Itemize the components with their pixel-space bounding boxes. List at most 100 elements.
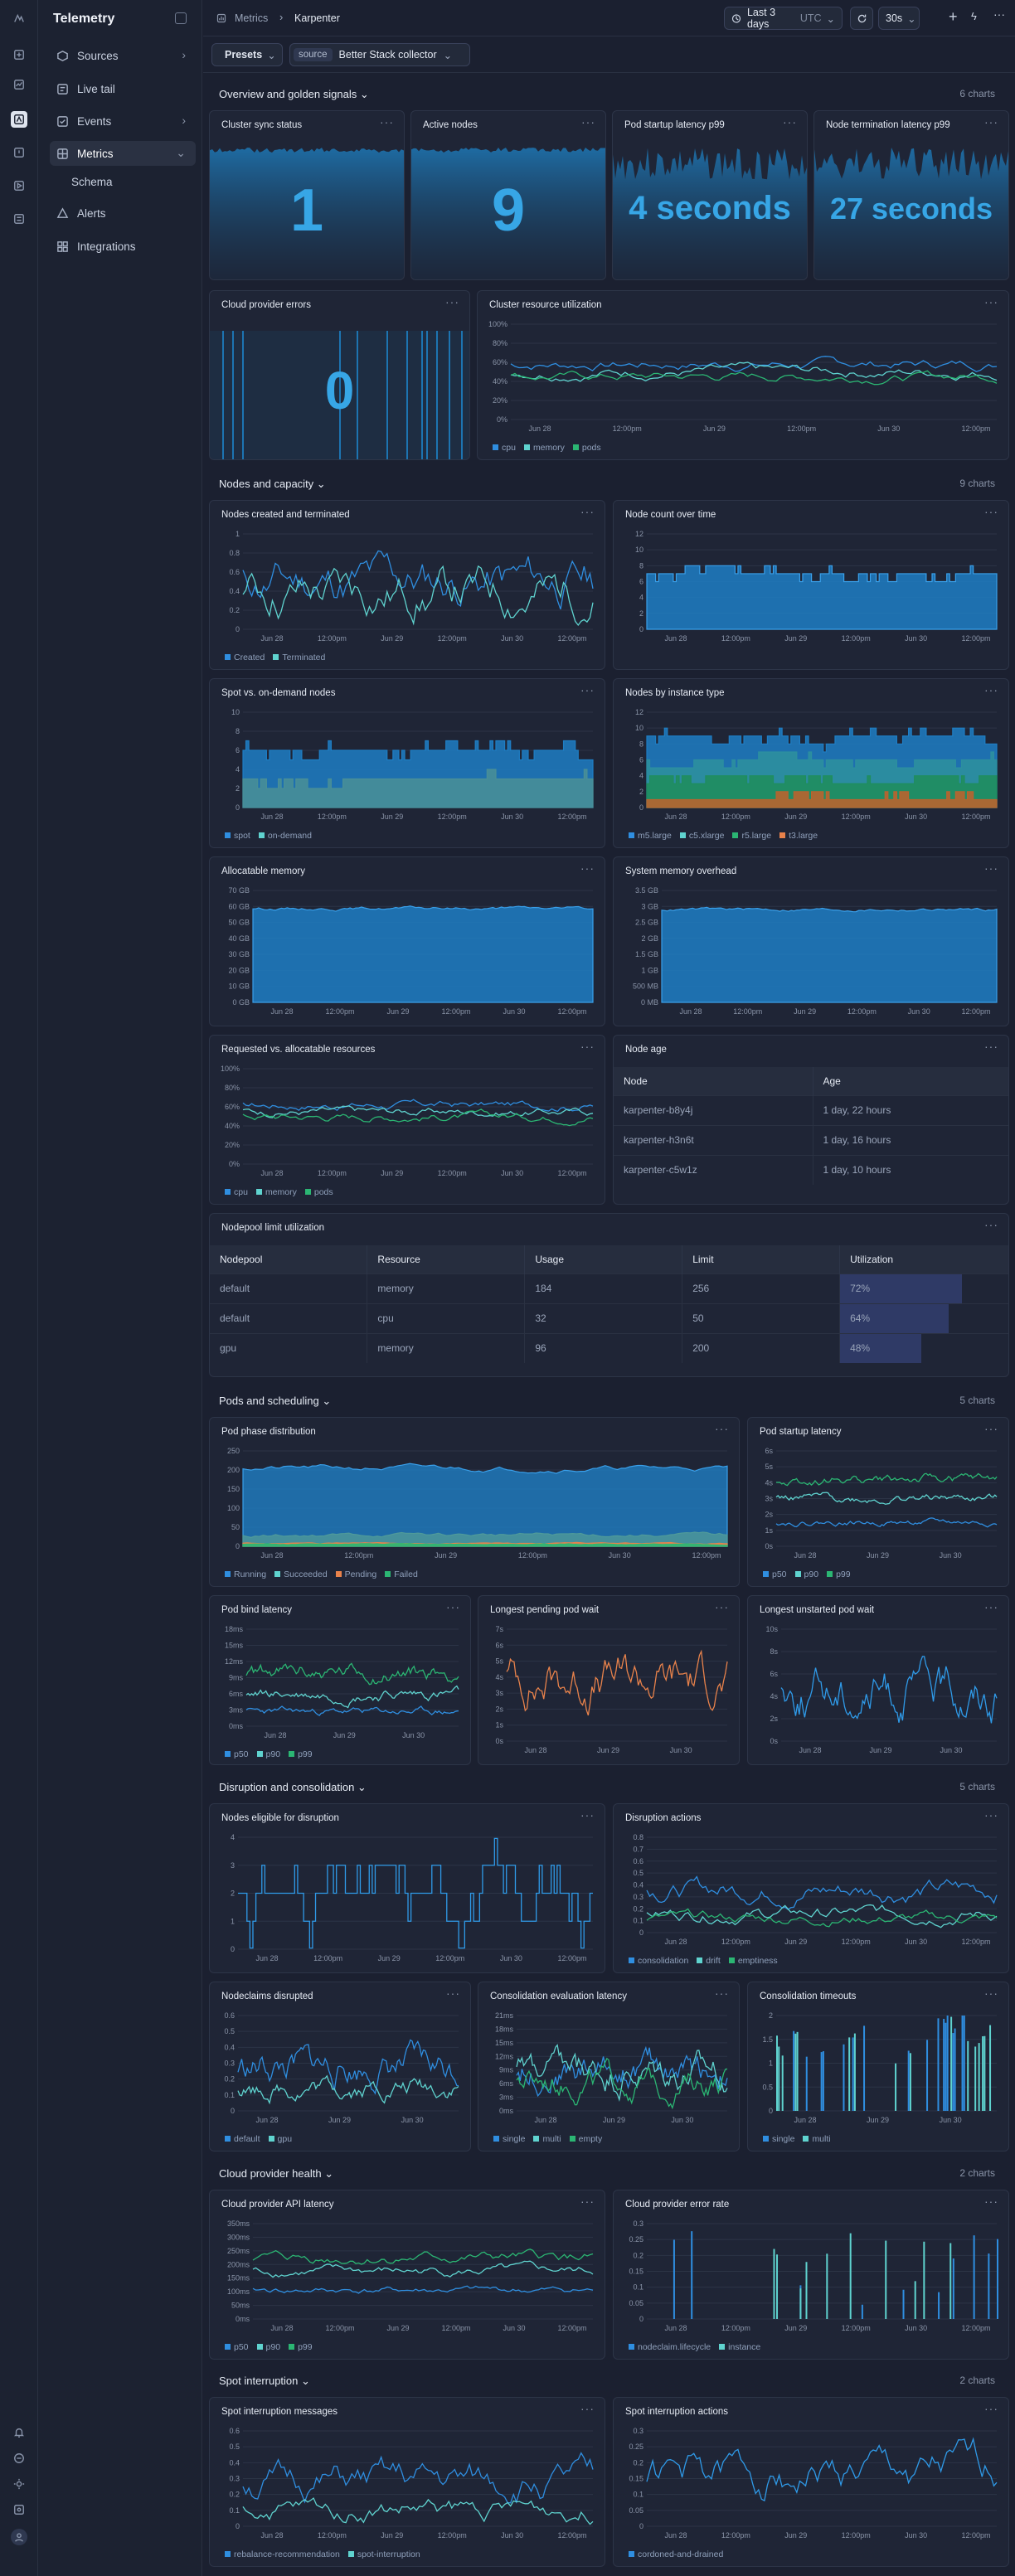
legend-item[interactable]: cpu bbox=[493, 443, 516, 453]
source-filter[interactable]: source Better Stack collector ⌄ bbox=[289, 43, 470, 66]
sidebar-item-integrations[interactable]: Integrations bbox=[50, 234, 196, 259]
chart-menu-icon[interactable]: ··· bbox=[445, 295, 459, 308]
chart-menu-icon[interactable]: ··· bbox=[984, 1600, 998, 1613]
rail-errors-icon[interactable] bbox=[11, 177, 27, 194]
legend-item[interactable]: drift bbox=[697, 1956, 721, 1966]
logo-icon[interactable] bbox=[11, 10, 27, 27]
section-header[interactable]: Overview and golden signals ⌄ 6 charts bbox=[203, 81, 1015, 106]
chart-menu-icon[interactable]: ··· bbox=[984, 1218, 998, 1231]
chart-plot[interactable]: 10s 8s 6s 4s 2s 0s Jun 28 Jun 29 Jun 30 bbox=[748, 1596, 1009, 1765]
rail-warehouse-icon[interactable] bbox=[11, 211, 27, 227]
chart-plot[interactable]: 100% 80% 60% 40% 20% 0% Jun 28 12:00pm Jun 29 12:… bbox=[478, 291, 1009, 460]
chart-menu-icon[interactable]: ··· bbox=[580, 505, 595, 518]
section-header[interactable]: Pods and scheduling ⌄ 5 charts bbox=[203, 1388, 1015, 1413]
legend-item[interactable]: Succeeded bbox=[274, 1569, 328, 1579]
chart-plot[interactable]: 100% 80% 60% 40% 20% 0% Jun 28 12:00pm Jun 29 12:… bbox=[210, 1036, 605, 1205]
add-icon[interactable]: + bbox=[949, 8, 958, 25]
legend-item[interactable]: c5.xlarge bbox=[679, 831, 724, 841]
legend-item[interactable]: gpu bbox=[268, 2134, 292, 2144]
rail-uptime-icon[interactable] bbox=[11, 144, 27, 161]
chart-menu-icon[interactable]: ··· bbox=[580, 2195, 595, 2208]
sidebar-item-sources[interactable]: Sources › bbox=[50, 43, 196, 68]
chart-plot[interactable]: 0.6 0.5 0.4 0.3 0.2 0.1 0 Jun 28 12:00pm Jun 29 12… bbox=[210, 2398, 605, 2567]
legend-item[interactable]: consolidation bbox=[629, 1956, 688, 1966]
chart-menu-icon[interactable]: ··· bbox=[580, 1808, 595, 1822]
settings-icon[interactable] bbox=[11, 2501, 27, 2518]
legend-item[interactable]: single bbox=[763, 2134, 794, 2144]
legend-item[interactable]: Terminated bbox=[273, 652, 325, 662]
chart-menu-icon[interactable]: ··· bbox=[446, 1600, 460, 1613]
bell-icon[interactable] bbox=[11, 2424, 27, 2441]
chart-menu-icon[interactable]: ··· bbox=[715, 1600, 729, 1613]
legend-item[interactable]: emptiness bbox=[728, 1956, 778, 1966]
chart-menu-icon[interactable]: ··· bbox=[984, 2402, 998, 2415]
chart-menu-icon[interactable]: ··· bbox=[984, 861, 998, 875]
chart-menu-icon[interactable]: ··· bbox=[580, 2402, 595, 2415]
table-row[interactable]: karpenter-h3n6t 1 day, 16 hours bbox=[614, 1124, 1008, 1155]
breadcrumb-root[interactable]: Metrics bbox=[235, 12, 269, 24]
legend-item[interactable]: nodeclaim.lifecycle bbox=[629, 2342, 711, 2352]
rail-sources-icon[interactable] bbox=[11, 46, 27, 63]
legend-item[interactable]: r5.large bbox=[732, 831, 771, 841]
time-range-button[interactable]: Last 3 days UTC ⌄ bbox=[724, 7, 843, 30]
chart-menu-icon[interactable]: ··· bbox=[380, 115, 394, 129]
chart-plot[interactable]: 0.3 0.25 0.2 0.15 0.1 0.05 0 Jun 28 12:00pm Jun 2… bbox=[614, 2190, 1009, 2360]
legend-item[interactable]: t3.large bbox=[779, 831, 818, 841]
column-header[interactable]: Age bbox=[813, 1067, 1008, 1095]
section-header[interactable]: Spot interruption ⌄ 2 charts bbox=[203, 2368, 1015, 2393]
legend-item[interactable]: p90 bbox=[256, 1749, 280, 1759]
chart-plot[interactable]: 0.3 0.25 0.2 0.15 0.1 0.05 0 Jun 28 12:00pm Jun 2… bbox=[614, 2398, 1009, 2567]
chart-plot[interactable]: 7s 6s 5s 4s 3s 2s 1s 0s Jun 28 Jun 29 Jun 30 bbox=[478, 1596, 740, 1765]
refresh-interval-select[interactable]: 30s ⌄ bbox=[878, 7, 920, 30]
rail-telemetry-icon[interactable] bbox=[11, 111, 27, 128]
chart-menu-icon[interactable]: ··· bbox=[984, 2195, 998, 2208]
legend-item[interactable]: p90 bbox=[794, 1569, 818, 1579]
table-row[interactable]: gpu memory 96 200 48% bbox=[210, 1332, 1008, 1363]
legend-item[interactable]: memory bbox=[255, 1187, 297, 1197]
chat-icon[interactable] bbox=[11, 2450, 27, 2467]
chart-menu-icon[interactable]: ··· bbox=[984, 1808, 998, 1822]
chart-plot[interactable]: 21ms 18ms 15ms 12ms 9ms 6ms 3ms 0ms Jun 28 Jun 29… bbox=[478, 1982, 740, 2152]
legend-item[interactable]: p99 bbox=[289, 2342, 313, 2352]
legend-item[interactable]: m5.large bbox=[629, 831, 672, 841]
rail-dashboards-icon[interactable] bbox=[11, 76, 27, 93]
chart-menu-icon[interactable]: ··· bbox=[715, 1987, 729, 2000]
chart-plot[interactable]: 1 0.8 0.6 0.4 0.2 0 Jun 28 12:00pm Jun 29 12:00pm… bbox=[210, 501, 605, 670]
legend-item[interactable]: p50 bbox=[763, 1569, 787, 1579]
legend-item[interactable]: Pending bbox=[335, 1569, 376, 1579]
column-header[interactable]: Utilization bbox=[839, 1245, 1008, 1273]
chart-menu-icon[interactable]: ··· bbox=[580, 861, 595, 875]
table-row[interactable]: default memory 184 256 72% bbox=[210, 1273, 1008, 1303]
chart-plot[interactable]: 3.5 GB 3 GB 2.5 GB 2 GB 1.5 GB 1 GB 500 MB 0 MB… bbox=[614, 857, 1009, 1026]
avatar[interactable] bbox=[11, 2529, 27, 2545]
table-row[interactable]: karpenter-c5w1z 1 day, 10 hours bbox=[614, 1154, 1008, 1185]
column-header[interactable]: Limit bbox=[682, 1245, 841, 1273]
sidebar-item-events[interactable]: Events › bbox=[50, 109, 196, 133]
column-header[interactable]: Usage bbox=[524, 1245, 683, 1273]
chart-menu-icon[interactable]: ··· bbox=[984, 115, 998, 129]
section-header[interactable]: Cloud provider health ⌄ 2 charts bbox=[203, 2161, 1015, 2185]
legend-item[interactable]: on-demand bbox=[258, 831, 312, 841]
chart-menu-icon[interactable]: ··· bbox=[984, 505, 998, 518]
legend-item[interactable]: pods bbox=[572, 443, 601, 453]
legend-item[interactable]: memory bbox=[523, 443, 565, 453]
section-header[interactable]: Disruption and consolidation ⌄ 5 charts bbox=[203, 1774, 1015, 1799]
legend-item[interactable]: multi bbox=[803, 2134, 831, 2144]
refresh-button[interactable] bbox=[850, 7, 873, 30]
legend-item[interactable]: p50 bbox=[225, 1749, 249, 1759]
legend-item[interactable]: single bbox=[493, 2134, 525, 2144]
legend-item[interactable]: cpu bbox=[225, 1187, 248, 1197]
table-row[interactable]: default cpu 32 50 64% bbox=[210, 1303, 1008, 1333]
legend-item[interactable]: p90 bbox=[256, 2342, 280, 2352]
legend-item[interactable]: p99 bbox=[827, 1569, 851, 1579]
chart-plot[interactable]: 10 8 6 4 2 0 Jun 28 12:00pm Jun 29 12:00pm Jun 30 1… bbox=[210, 679, 605, 848]
lightning-icon[interactable]: ϟ bbox=[971, 10, 977, 22]
column-header[interactable]: Resource bbox=[367, 1245, 526, 1273]
table-row[interactable]: karpenter-b8y4j 1 day, 22 hours bbox=[614, 1094, 1008, 1125]
legend-item[interactable]: empty bbox=[569, 2134, 602, 2144]
chart-menu-icon[interactable]: ··· bbox=[984, 1422, 998, 1435]
chart-plot[interactable]: 0.6 0.5 0.4 0.3 0.2 0.1 0 Jun 28 Jun 29 Jun 30 bbox=[210, 1982, 471, 2152]
chart-plot[interactable]: 2 1.5 1 0.5 0 Jun 28 Jun 29 Jun 30 bbox=[748, 1982, 1009, 2152]
sidebar-item-metrics[interactable]: Metrics ⌄ bbox=[50, 141, 196, 166]
chart-menu-icon[interactable]: ··· bbox=[984, 295, 998, 308]
